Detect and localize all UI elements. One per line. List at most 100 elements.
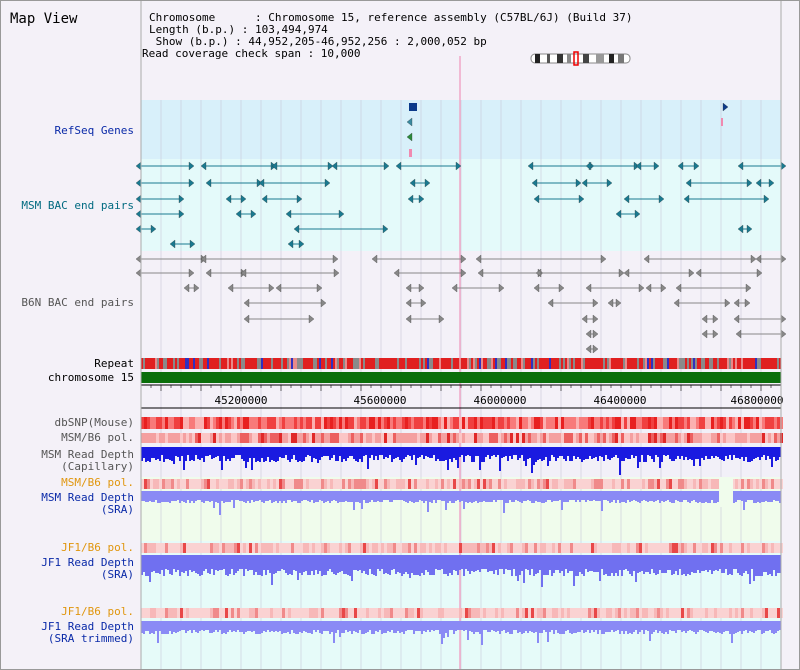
b6n-bac-pair-right-end[interactable] — [618, 268, 625, 278]
msm-bac-pair-right-end[interactable] — [250, 209, 257, 219]
msm-bac-pair-right-end[interactable] — [606, 178, 613, 188]
b6n-bac-pair-left-end[interactable] — [393, 268, 400, 278]
b6n-bac-pair-right-end[interactable] — [460, 254, 467, 264]
msm-bac-pair-left-end[interactable] — [135, 161, 142, 171]
b6n-bac-pair-left-end[interactable] — [405, 298, 412, 308]
b6n-bac-pair-left-end[interactable] — [243, 298, 250, 308]
msm-bac-pair-left-end[interactable] — [527, 161, 534, 171]
msm-bac-pair-left-end[interactable] — [685, 178, 692, 188]
b6n-bac-pair-right-end[interactable] — [712, 314, 719, 324]
track-label-jf1-depth-trimmed[interactable]: JF1 Read Depth — [41, 620, 134, 633]
msm-bac-pair-left-end[interactable] — [585, 161, 592, 171]
refseq-gene-features[interactable] — [406, 102, 729, 157]
track-label-msm-b6-pol-sra[interactable]: MSM/B6 pol. — [61, 476, 134, 489]
msm-bac-pair-right-end[interactable] — [150, 224, 157, 234]
track-label-msm-depth-capillary[interactable]: MSM Read Depth — [41, 448, 134, 461]
b6n-bac-pair-left-end[interactable] — [477, 268, 484, 278]
b6n-bac-pair-right-end[interactable] — [418, 283, 425, 293]
b6n-bac-pair-left-end[interactable] — [735, 329, 742, 339]
b6n-bac-pair-left-end[interactable] — [607, 298, 614, 308]
track-label-jf1-pol[interactable]: JF1/B6 pol. — [61, 541, 134, 554]
gene-feature[interactable] — [722, 102, 729, 112]
b6n-bac-pair-right-end[interactable] — [592, 298, 599, 308]
msm-bac-pair-left-end[interactable] — [683, 194, 690, 204]
b6n-bac-pair-left-end[interactable] — [451, 283, 458, 293]
msm-bac-pair-right-end[interactable] — [324, 178, 331, 188]
msm-bac-pair-left-end[interactable] — [235, 209, 242, 219]
gene-feature[interactable] — [406, 117, 413, 127]
track-label-jf1-depth[interactable]: JF1 Read Depth — [41, 556, 134, 569]
b6n-bac-pair-left-end[interactable] — [675, 283, 682, 293]
b6n-bac-pair-left-end[interactable] — [135, 254, 142, 264]
b6n-bac-pair-left-end[interactable] — [243, 314, 250, 324]
msm-bac-pair-left-end[interactable] — [285, 209, 292, 219]
msm-bac-pair-right-end[interactable] — [418, 194, 425, 204]
b6n-bac-pair-left-end[interactable] — [701, 329, 708, 339]
b6n-bac-pair-right-end[interactable] — [756, 268, 763, 278]
msm-bac-pair-right-end[interactable] — [575, 178, 582, 188]
b6n-bac-pair-left-end[interactable] — [733, 298, 740, 308]
b6n-bac-pair-right-end[interactable] — [615, 298, 622, 308]
msm-bac-pair-left-end[interactable] — [135, 178, 142, 188]
track-label-msm-depth-sra[interactable]: MSM Read Depth — [41, 491, 134, 504]
msm-bac-pair-right-end[interactable] — [746, 224, 753, 234]
b6n-bac-pair-left-end[interactable] — [645, 283, 652, 293]
msm-bac-features[interactable] — [135, 161, 787, 249]
msm-bac-pair-right-end[interactable] — [188, 161, 195, 171]
msm-bac-pair-left-end[interactable] — [737, 224, 744, 234]
b6n-bac-pair-right-end[interactable] — [498, 283, 505, 293]
b6n-bac-pair-right-end[interactable] — [744, 298, 751, 308]
msm-bac-pair-left-end[interactable] — [135, 224, 142, 234]
b6n-bac-pair-left-end[interactable] — [673, 298, 680, 308]
msm-bac-pair-left-end[interactable] — [331, 161, 338, 171]
gene-feature[interactable] — [409, 103, 417, 111]
msm-bac-pair-right-end[interactable] — [763, 194, 770, 204]
msm-bac-pair-left-end[interactable] — [200, 161, 207, 171]
msm-bac-pair-right-end[interactable] — [188, 178, 195, 188]
msm-bac-pair-right-end[interactable] — [189, 239, 196, 249]
msm-bac-pair-right-end[interactable] — [338, 209, 345, 219]
gene-feature[interactable] — [406, 132, 413, 142]
b6n-bac-pair-right-end[interactable] — [420, 298, 427, 308]
b6n-bac-pair-left-end[interactable] — [371, 254, 378, 264]
track-label-msm-bac[interactable]: MSM BAC end pairs — [21, 199, 134, 212]
b6n-bac-pair-right-end[interactable] — [780, 329, 787, 339]
b6n-bac-pair-left-end[interactable] — [547, 298, 554, 308]
track-label-jf1-pol-trimmed[interactable]: JF1/B6 pol. — [61, 605, 134, 618]
msm-bac-pair-left-end[interactable] — [135, 194, 142, 204]
b6n-bac-pair-right-end[interactable] — [592, 329, 599, 339]
msm-bac-pair-right-end[interactable] — [383, 161, 390, 171]
b6n-bac-pair-right-end[interactable] — [193, 283, 200, 293]
b6n-bac-pair-left-end[interactable] — [183, 283, 190, 293]
b6n-bac-pair-left-end[interactable] — [240, 268, 247, 278]
b6n-bac-pair-right-end[interactable] — [712, 329, 719, 339]
b6n-bac-pair-right-end[interactable] — [308, 314, 315, 324]
msm-bac-pair-left-end[interactable] — [135, 209, 142, 219]
msm-bac-pair-left-end[interactable] — [615, 209, 622, 219]
msm-bac-pair-left-end[interactable] — [261, 194, 268, 204]
msm-bac-pair-right-end[interactable] — [424, 178, 431, 188]
b6n-bac-pair-right-end[interactable] — [333, 268, 340, 278]
b6n-bac-pair-left-end[interactable] — [643, 254, 650, 264]
msm-bac-pair-left-end[interactable] — [409, 178, 416, 188]
b6n-bac-pair-left-end[interactable] — [475, 254, 482, 264]
b6n-bac-pair-right-end[interactable] — [438, 314, 445, 324]
b6n-bac-pair-left-end[interactable] — [581, 314, 588, 324]
b6n-bac-pair-right-end[interactable] — [660, 283, 667, 293]
b6n-bac-pair-right-end[interactable] — [332, 254, 339, 264]
b6n-bac-pair-left-end[interactable] — [623, 268, 630, 278]
b6n-bac-pair-left-end[interactable] — [405, 283, 412, 293]
msm-bac-pair-left-end[interactable] — [271, 161, 278, 171]
msm-bac-pair-left-end[interactable] — [533, 194, 540, 204]
gene-feature[interactable] — [721, 118, 723, 126]
b6n-bac-pair-left-end[interactable] — [733, 314, 740, 324]
b6n-bac-pair-right-end[interactable] — [188, 268, 195, 278]
msm-bac-pair-right-end[interactable] — [746, 178, 753, 188]
msm-bac-pair-right-end[interactable] — [653, 161, 660, 171]
msm-bac-pair-right-end[interactable] — [240, 194, 247, 204]
b6n-bac-pair-left-end[interactable] — [205, 268, 212, 278]
b6n-bac-pair-left-end[interactable] — [695, 268, 702, 278]
track-label-dbsnp[interactable]: dbSNP(Mouse) — [54, 416, 134, 429]
msm-bac-pair-right-end[interactable] — [296, 194, 303, 204]
b6n-bac-pair-right-end[interactable] — [460, 268, 467, 278]
